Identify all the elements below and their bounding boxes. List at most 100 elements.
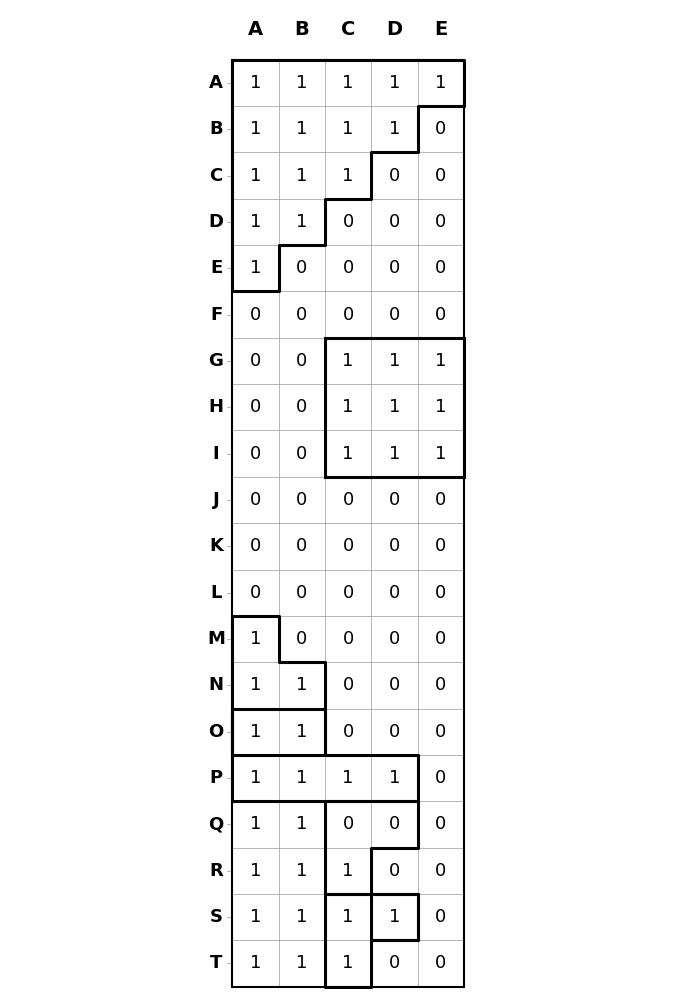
Text: 0: 0	[435, 954, 446, 972]
Text: 0: 0	[435, 491, 446, 509]
Text: 1: 1	[296, 815, 308, 833]
Text: 1: 1	[250, 167, 261, 185]
Text: 0: 0	[296, 352, 308, 370]
Text: 0: 0	[435, 862, 446, 880]
Text: 1: 1	[389, 352, 400, 370]
Text: 1: 1	[343, 908, 354, 926]
Text: 1: 1	[389, 74, 400, 92]
Text: C: C	[209, 167, 223, 185]
Text: 0: 0	[435, 167, 446, 185]
Text: A: A	[248, 20, 263, 39]
Text: Q: Q	[209, 815, 223, 833]
Text: B: B	[294, 20, 309, 39]
Text: E: E	[434, 20, 448, 39]
Text: M: M	[207, 630, 225, 648]
Text: 1: 1	[296, 908, 308, 926]
Text: I: I	[213, 445, 219, 463]
Text: 1: 1	[343, 120, 354, 138]
Text: 1: 1	[250, 908, 261, 926]
Text: F: F	[210, 306, 222, 324]
Text: 0: 0	[389, 259, 400, 277]
Text: 0: 0	[435, 213, 446, 231]
Text: 1: 1	[389, 445, 400, 463]
Text: 1: 1	[296, 723, 308, 741]
Text: 1: 1	[343, 398, 354, 416]
Text: 1: 1	[250, 723, 261, 741]
Text: 1: 1	[296, 120, 308, 138]
Text: 0: 0	[389, 537, 400, 555]
Text: 1: 1	[296, 769, 308, 787]
Text: 0: 0	[296, 259, 308, 277]
Text: 0: 0	[435, 769, 446, 787]
Bar	[325, 338, 464, 477]
Text: 0: 0	[435, 676, 446, 694]
Text: 0: 0	[389, 306, 400, 324]
Text: 0: 0	[389, 584, 400, 602]
Text: 0: 0	[343, 491, 354, 509]
Text: 0: 0	[250, 398, 261, 416]
Text: 1: 1	[343, 74, 354, 92]
Text: 0: 0	[250, 584, 261, 602]
Text: 0: 0	[435, 537, 446, 555]
Text: E: E	[210, 259, 222, 277]
Text: 1: 1	[250, 259, 261, 277]
Text: 0: 0	[389, 167, 400, 185]
Text: 0: 0	[343, 630, 354, 648]
Text: 0: 0	[343, 259, 354, 277]
Text: 0: 0	[389, 862, 400, 880]
Text: P: P	[209, 769, 223, 787]
Text: 1: 1	[250, 769, 261, 787]
Text: 1: 1	[250, 676, 261, 694]
Text: 1: 1	[389, 120, 400, 138]
Text: 1: 1	[296, 954, 308, 972]
Text: 1: 1	[296, 676, 308, 694]
Text: 1: 1	[343, 862, 354, 880]
Text: 0: 0	[435, 908, 446, 926]
Text: N: N	[209, 676, 223, 694]
Text: T: T	[210, 954, 222, 972]
Text: 0: 0	[435, 815, 446, 833]
Text: 0: 0	[435, 306, 446, 324]
Bar	[232, 60, 464, 987]
Text: 1: 1	[389, 908, 400, 926]
Text: 0: 0	[343, 537, 354, 555]
Text: 1: 1	[435, 445, 446, 463]
Text: 0: 0	[389, 954, 400, 972]
Text: 0: 0	[296, 537, 308, 555]
Text: 1: 1	[435, 352, 446, 370]
Text: 1: 1	[343, 954, 354, 972]
Text: 1: 1	[250, 630, 261, 648]
Text: 0: 0	[250, 306, 261, 324]
Text: 0: 0	[343, 213, 354, 231]
Text: 1: 1	[435, 74, 446, 92]
Text: 1: 1	[343, 167, 354, 185]
Text: 1: 1	[296, 213, 308, 231]
Text: B: B	[209, 120, 223, 138]
Text: 0: 0	[250, 491, 261, 509]
Text: 0: 0	[343, 723, 354, 741]
Text: 1: 1	[296, 167, 308, 185]
Text: 1: 1	[250, 815, 261, 833]
Text: 0: 0	[389, 815, 400, 833]
Text: 1: 1	[250, 954, 261, 972]
Text: 1: 1	[389, 398, 400, 416]
Text: C: C	[341, 20, 355, 39]
Text: D: D	[209, 213, 223, 231]
Text: 1: 1	[250, 120, 261, 138]
Text: 0: 0	[389, 630, 400, 648]
Text: L: L	[211, 584, 221, 602]
Text: 0: 0	[296, 445, 308, 463]
Text: 1: 1	[250, 213, 261, 231]
Text: R: R	[209, 862, 223, 880]
Text: 0: 0	[250, 352, 261, 370]
Text: 0: 0	[435, 120, 446, 138]
Text: 1: 1	[343, 769, 354, 787]
Text: 1: 1	[250, 862, 261, 880]
Text: 0: 0	[343, 584, 354, 602]
Text: 0: 0	[435, 630, 446, 648]
Text: J: J	[213, 491, 219, 509]
Text: 0: 0	[250, 445, 261, 463]
Text: 0: 0	[343, 676, 354, 694]
Text: 0: 0	[296, 398, 308, 416]
Text: 0: 0	[435, 259, 446, 277]
